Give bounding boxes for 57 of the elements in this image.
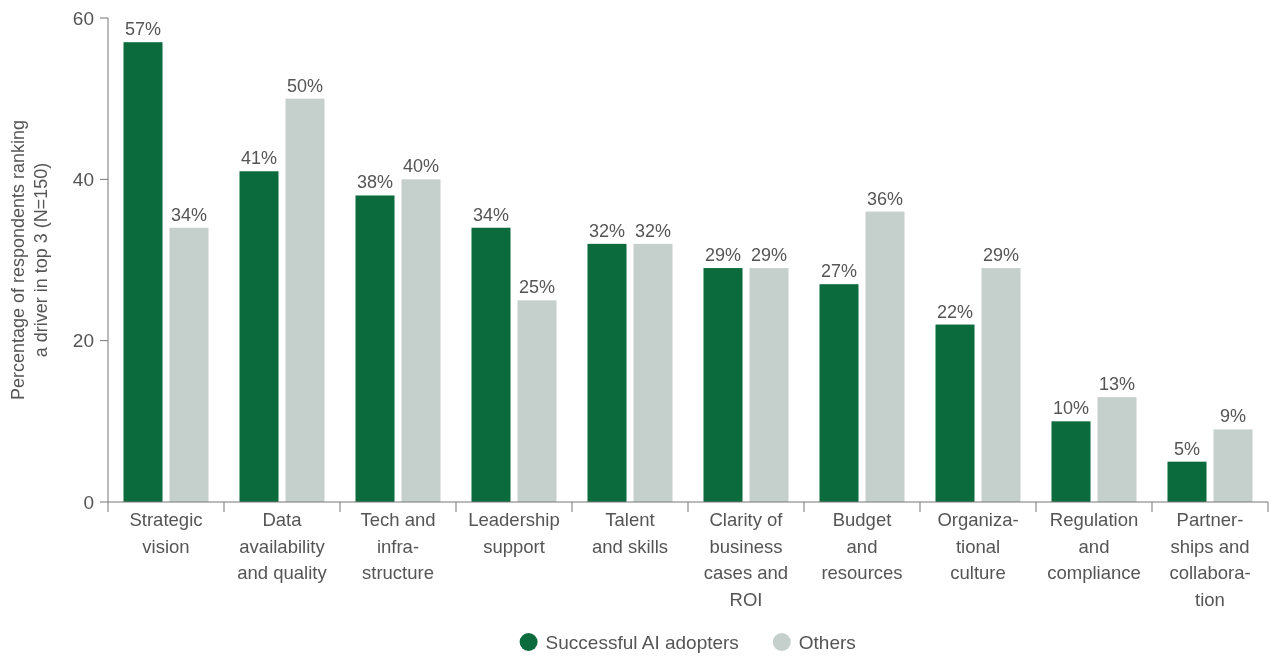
data-label: 5% xyxy=(1173,438,1201,459)
data-label: 10% xyxy=(1052,398,1090,419)
data-label: 22% xyxy=(936,301,974,322)
x-tick-label: Clarity of business cases and ROI xyxy=(703,509,789,610)
data-label: 34% xyxy=(472,204,510,225)
data-label: 27% xyxy=(820,261,858,282)
y-axis-title: Percentage of respondents ranking a driver in top 3 (N=150) xyxy=(8,119,51,401)
bar xyxy=(819,284,859,502)
bar xyxy=(401,179,441,502)
x-tick-label: Regulation and compliance xyxy=(1047,509,1141,583)
x-tick-label: Strategic vision xyxy=(129,509,203,557)
data-label: 50% xyxy=(286,75,324,96)
y-tick-label: 20 xyxy=(72,330,94,352)
data-label: 29% xyxy=(750,245,788,266)
bar xyxy=(587,243,627,502)
bar xyxy=(935,324,975,502)
bar xyxy=(123,42,163,502)
x-tick-label: Talent and skills xyxy=(591,509,669,557)
data-label: 32% xyxy=(634,220,672,241)
bar xyxy=(239,171,279,502)
bar xyxy=(703,268,743,502)
data-label: 25% xyxy=(518,277,556,298)
y-tick-label: 60 xyxy=(72,7,94,29)
data-label: 32% xyxy=(588,220,626,241)
legend-label: Successful AI adopters xyxy=(545,631,739,653)
x-tick-label: Partner- ships and collabora- tion xyxy=(1169,509,1251,610)
bar xyxy=(749,268,789,502)
data-label: 29% xyxy=(704,245,742,266)
data-label: 13% xyxy=(1098,374,1136,395)
data-label: 34% xyxy=(170,204,208,225)
data-label: 36% xyxy=(866,188,904,209)
bar xyxy=(1097,397,1137,502)
bar xyxy=(355,195,395,502)
data-label: 29% xyxy=(982,245,1020,266)
x-tick-label: Leadership support xyxy=(468,509,560,557)
x-tick-label: Data availability and quality xyxy=(237,509,328,583)
bar xyxy=(169,227,209,502)
data-label: 40% xyxy=(402,156,440,177)
bar xyxy=(1213,429,1253,502)
bar xyxy=(471,227,511,502)
y-tick-label: 0 xyxy=(83,491,94,513)
data-label: 57% xyxy=(124,19,162,40)
bar xyxy=(517,300,557,502)
legend-label: Others xyxy=(798,631,856,653)
bar xyxy=(1051,421,1091,502)
y-tick-label: 40 xyxy=(72,168,94,190)
x-tick-label: Tech and infra- structure xyxy=(360,509,436,583)
bar xyxy=(1167,461,1207,502)
data-label: 9% xyxy=(1219,406,1247,427)
bar xyxy=(981,268,1021,502)
bar xyxy=(285,98,325,502)
bar xyxy=(633,243,673,502)
bar xyxy=(865,211,905,502)
data-label: 38% xyxy=(356,172,394,193)
data-label: 41% xyxy=(240,148,278,169)
x-tick-label: Budget and resources xyxy=(821,509,903,583)
x-tick-label: Organiza- tional culture xyxy=(937,509,1019,583)
